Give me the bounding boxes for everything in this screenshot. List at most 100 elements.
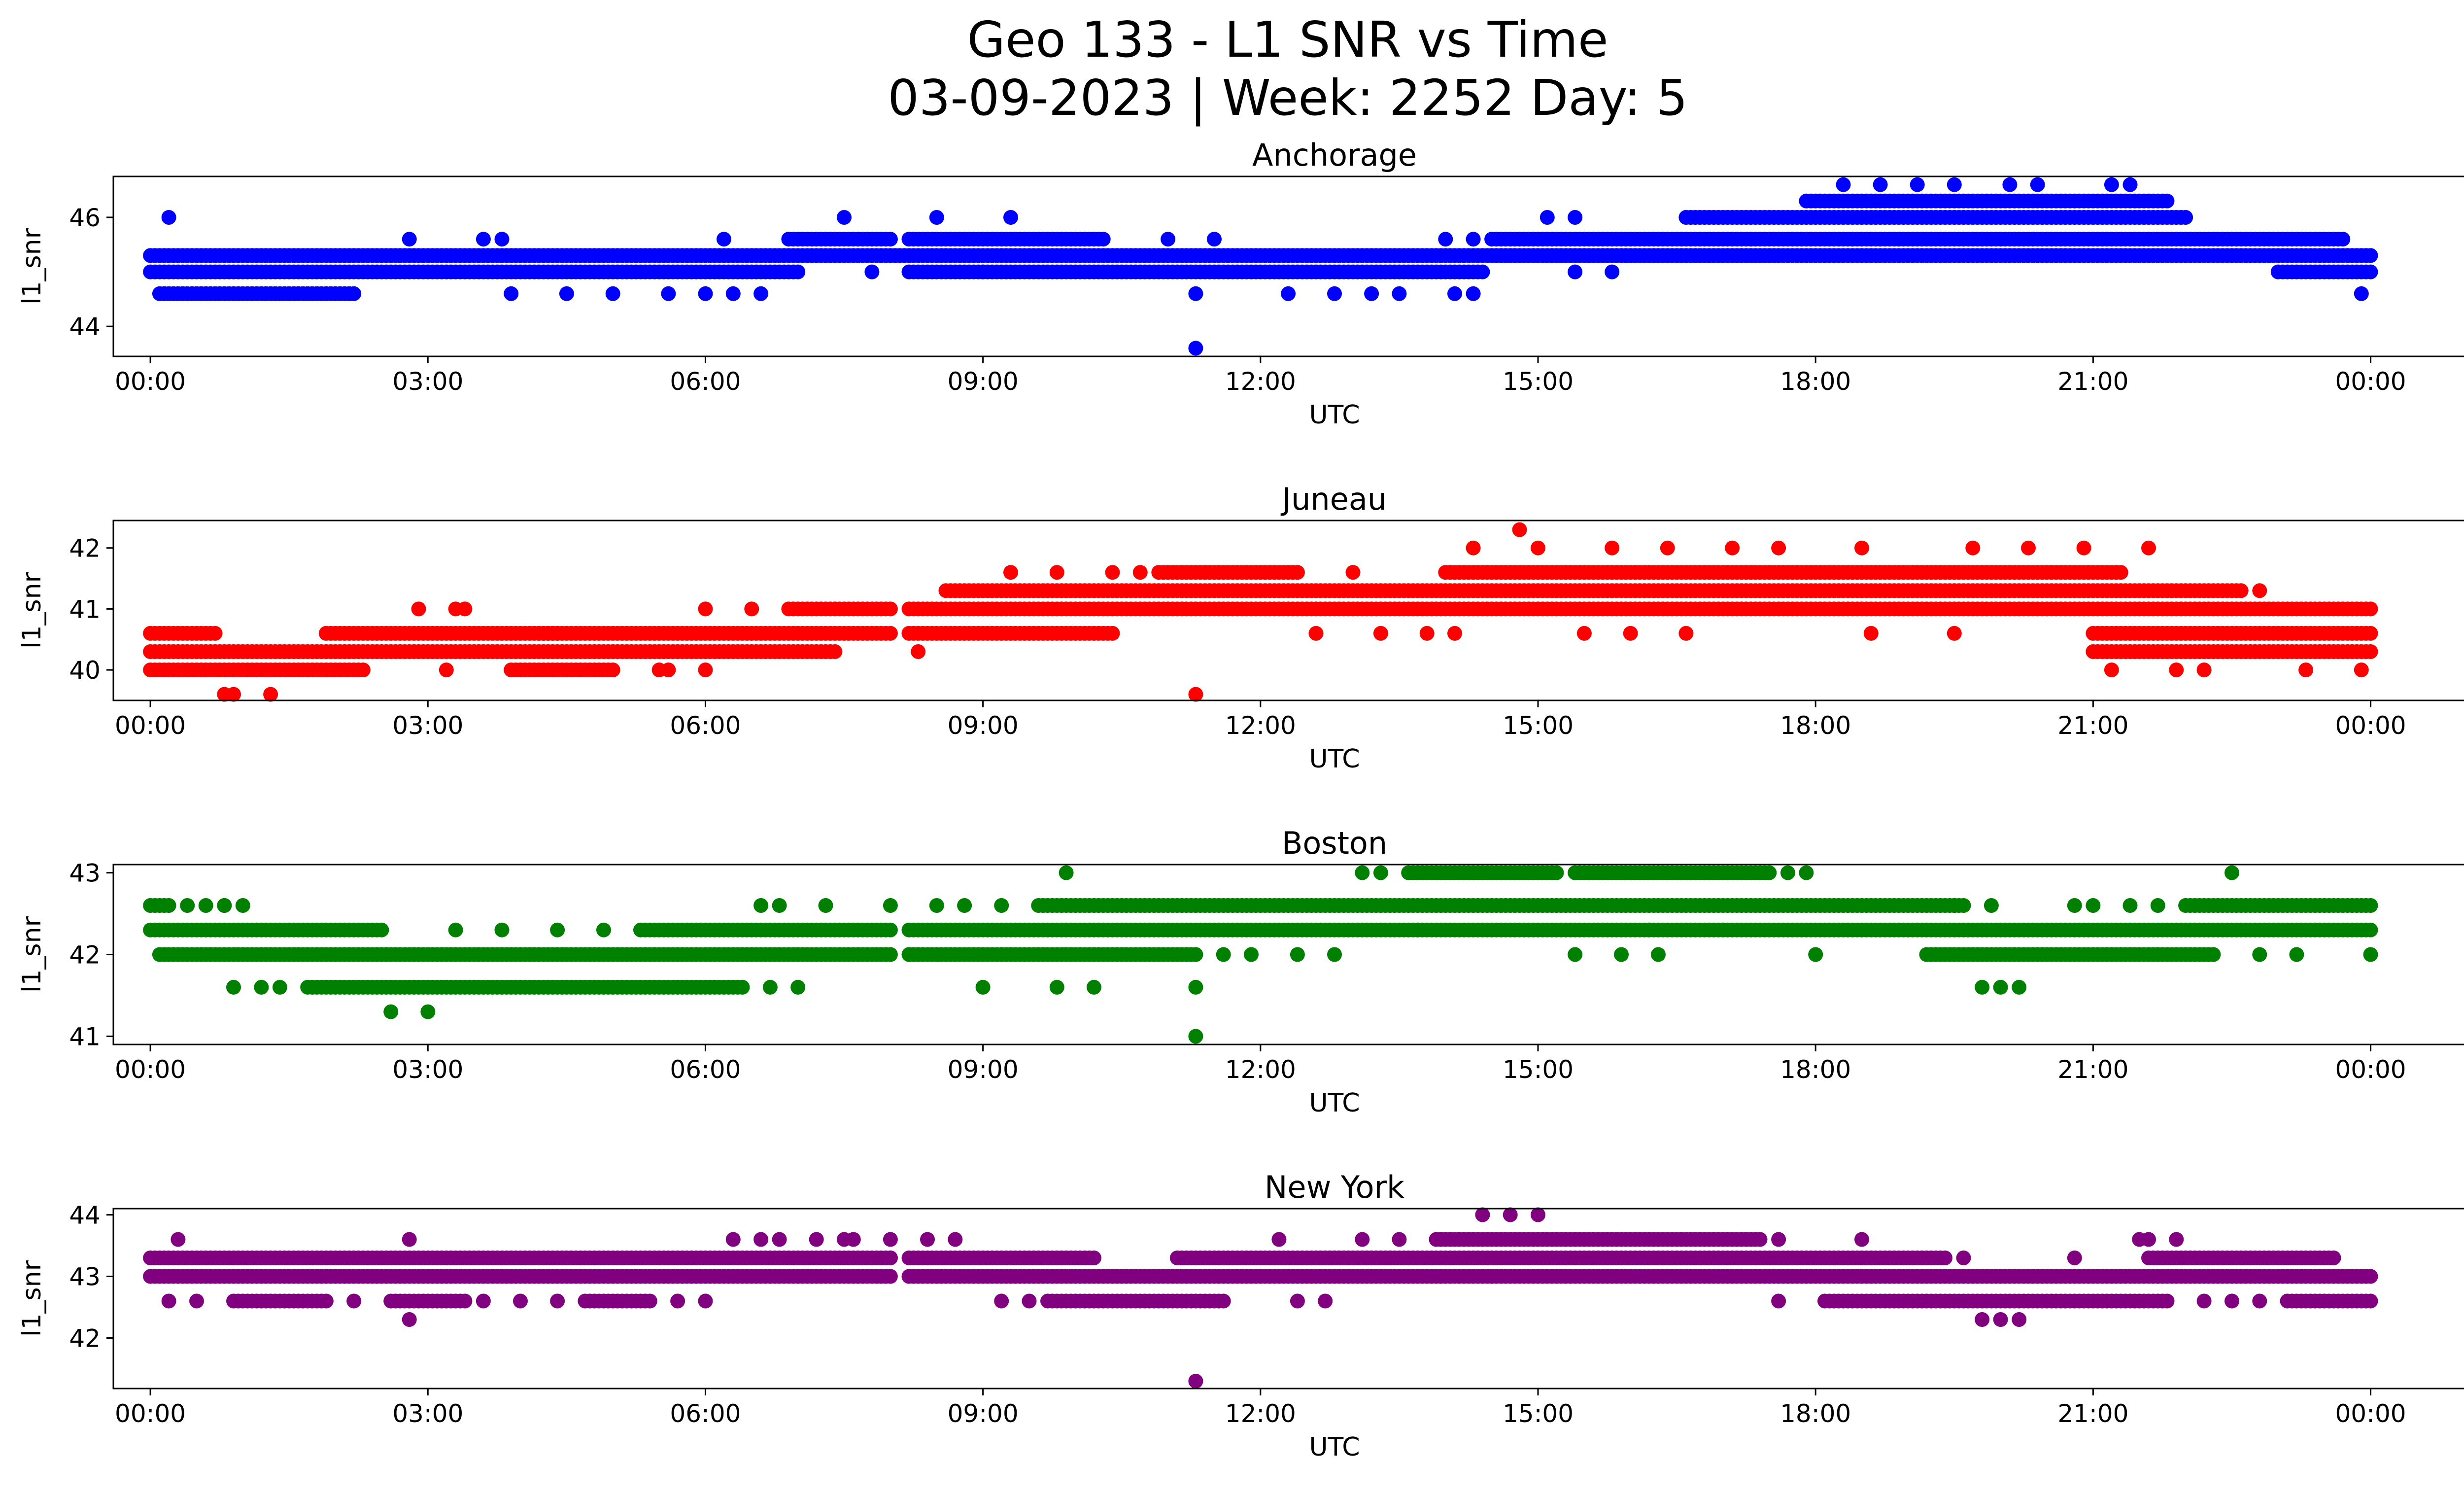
data-point — [2233, 583, 2249, 598]
x-tick-label: 00:00 — [2335, 367, 2406, 396]
data-point — [457, 601, 473, 617]
data-point — [439, 662, 454, 678]
data-point — [504, 286, 519, 301]
data-point — [717, 232, 731, 247]
x-tick-label: 03:00 — [392, 711, 463, 740]
data-point — [911, 644, 926, 659]
subplot-title-juneau: Juneau — [1280, 481, 1387, 517]
data-point — [2363, 947, 2378, 962]
x-tick-label: 18:00 — [1780, 711, 1851, 740]
data-point — [1947, 626, 1962, 641]
data-point — [1984, 898, 1999, 913]
data-point — [2150, 898, 2165, 913]
data-point — [2363, 264, 2378, 279]
data-point — [2178, 210, 2193, 225]
data-point — [2363, 644, 2378, 659]
series-anchorage — [143, 177, 2378, 356]
x-tick-label: 00:00 — [2335, 711, 2406, 740]
x-tick-label: 03:00 — [392, 1055, 463, 1084]
data-point — [1244, 947, 1259, 962]
data-point — [494, 232, 510, 247]
data-point — [1576, 626, 1592, 641]
data-point — [698, 662, 713, 678]
data-point — [725, 286, 741, 301]
data-point — [2363, 248, 2378, 263]
data-point — [1891, 232, 1907, 247]
data-point — [559, 286, 574, 301]
x-axis-label: UTC — [1309, 1088, 1360, 1118]
data-point — [383, 1004, 399, 1019]
data-point — [1651, 947, 1666, 962]
data-point — [1605, 264, 1620, 279]
x-tick-label: 15:00 — [1503, 1055, 1574, 1084]
data-point — [827, 644, 843, 659]
data-point — [1290, 947, 1305, 962]
x-tick-label: 09:00 — [948, 1055, 1019, 1084]
data-point — [1373, 865, 1388, 880]
data-point — [1678, 626, 1694, 641]
data-point — [161, 898, 176, 913]
data-point — [263, 687, 278, 702]
data-point — [2012, 979, 2027, 995]
y-tick-label: 42 — [69, 941, 101, 970]
y-tick-label: 41 — [69, 1022, 101, 1051]
data-point — [2363, 922, 2378, 938]
x-tick-label: 06:00 — [670, 367, 741, 396]
data-point — [753, 286, 769, 301]
data-point — [161, 210, 176, 225]
data-point — [1836, 177, 1851, 192]
data-point — [1715, 922, 1731, 938]
data-point — [1947, 898, 1962, 913]
series-boston — [143, 865, 2378, 1044]
data-point — [1308, 626, 1324, 641]
data-point — [226, 687, 241, 702]
data-point — [1095, 232, 1111, 247]
data-point — [605, 286, 620, 301]
data-point — [1771, 540, 1786, 556]
y-tick-label: 40 — [69, 656, 101, 685]
data-point — [1438, 232, 1453, 247]
data-point — [975, 264, 991, 279]
x-tick-label: 12:00 — [1225, 367, 1296, 396]
data-point — [1938, 1251, 1952, 1265]
x-tick-label: 12:00 — [1225, 1055, 1296, 1084]
x-tick-label: 09:00 — [948, 367, 1019, 396]
data-point — [994, 898, 1009, 913]
data-point — [1752, 1232, 1768, 1247]
data-point — [883, 947, 898, 962]
x-tick-label: 12:00 — [1225, 711, 1296, 740]
data-point — [698, 601, 713, 617]
data-point — [1605, 540, 1620, 556]
data-point — [235, 898, 250, 913]
data-point — [2298, 662, 2314, 678]
data-point — [1290, 565, 1305, 580]
subplot-title-boston: Boston — [1282, 825, 1387, 861]
y-tick-label: 44 — [69, 313, 101, 341]
data-point — [698, 286, 713, 301]
x-tick-label: 03:00 — [392, 367, 463, 396]
x-tick-label: 15:00 — [1503, 367, 1574, 396]
data-point — [2076, 540, 2091, 556]
data-point — [2169, 662, 2184, 678]
data-point — [2363, 1269, 2378, 1284]
data-point — [2002, 177, 2018, 192]
data-point — [207, 626, 223, 641]
data-point — [762, 979, 778, 995]
data-point — [1188, 687, 1203, 702]
data-point — [605, 662, 620, 678]
data-point — [1475, 264, 1490, 279]
data-point — [596, 922, 611, 938]
data-point — [883, 232, 898, 247]
data-point — [1799, 865, 1814, 880]
data-point — [2289, 947, 2304, 962]
data-point — [883, 922, 898, 938]
data-point — [2021, 540, 2036, 556]
data-point — [2113, 565, 2128, 580]
data-point — [217, 898, 232, 913]
data-point — [1512, 522, 1527, 537]
data-point — [883, 601, 898, 617]
data-point — [864, 264, 880, 279]
y-tick-label: 42 — [69, 534, 101, 563]
